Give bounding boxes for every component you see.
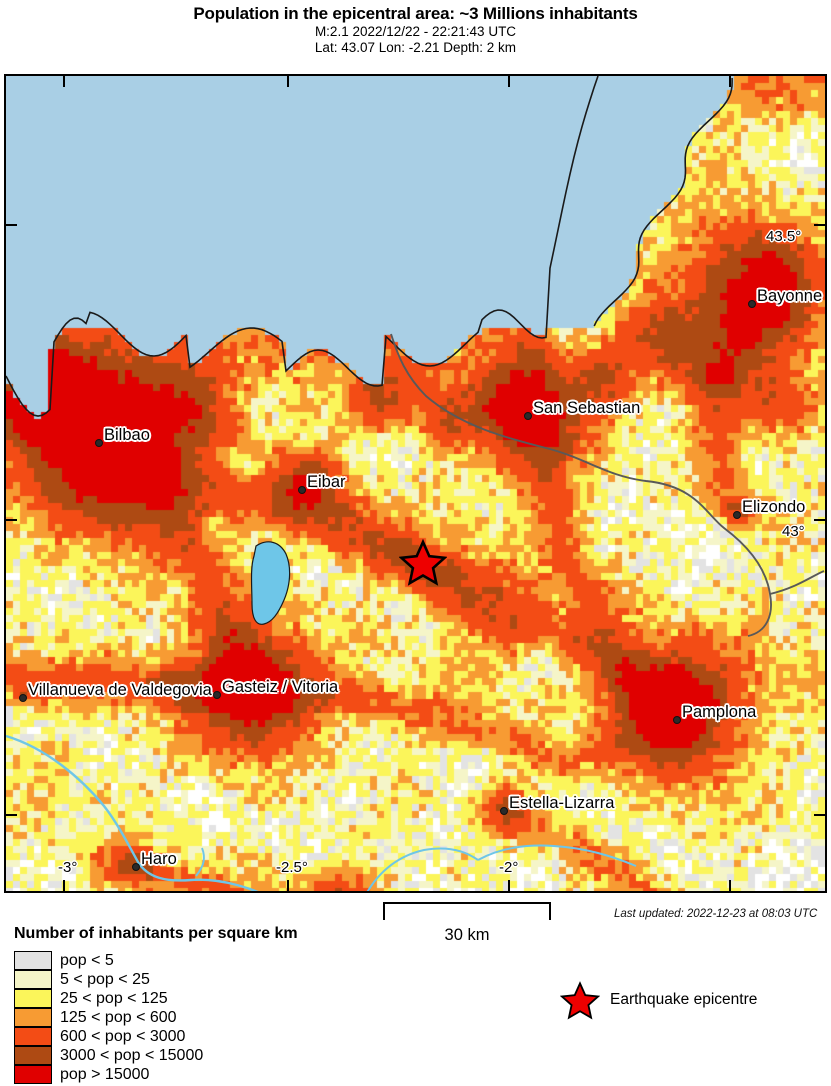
graticule-tick [814,224,825,226]
city-name: Haro [141,850,177,868]
legend-row: 5 < pop < 25 [14,970,203,989]
graticule-label: -2.5° [276,859,308,876]
city-dot-icon [673,716,681,724]
legend-label: 125 < pop < 600 [60,1009,177,1026]
graticule-tick [6,814,17,816]
city-name: Bayonne [757,287,823,305]
event-location: Lat: 43.07 Lon: -2.21 Depth: 2 km [314,40,517,55]
graticule-tick [287,76,289,87]
graticule-label: -2° [499,859,519,876]
legend-label: 600 < pop < 3000 [60,1028,186,1045]
header: Population in the epicentral area: ~3 Mi… [0,0,831,56]
earthquake-epicentre-marker[interactable] [399,538,447,586]
graticule-tick [287,880,289,891]
coastline [6,76,599,417]
graticule-tick [814,519,825,521]
city-name: Estella-Lizarra [509,794,615,812]
city-dot-icon [733,511,741,519]
river-ebro [6,734,259,891]
legend-row: 125 < pop < 600 [14,1008,203,1027]
legend-row: pop > 15000 [14,1065,203,1084]
legend-swatch [14,1008,52,1027]
graticule-tick [729,880,731,891]
legend-title: Number of inhabitants per square km [14,925,298,942]
city-dot-icon [500,807,508,815]
epicentre-legend-label: Earthquake epicentre [610,991,758,1008]
epicentre-legend-star-icon [560,981,600,1020]
city-name: Pamplona [682,703,757,721]
city-name: San Sebastian [533,399,641,417]
epicentre-legend: Earthquake epicentre [560,980,757,1020]
country-border [390,333,772,637]
legend-row: 25 < pop < 125 [14,989,203,1008]
graticule-tick [6,519,17,521]
graticule-label: -3° [58,859,78,876]
legend-label: pop > 15000 [60,1066,150,1083]
legend-swatch [14,1027,52,1046]
graticule-tick [729,76,731,87]
population-density-map[interactable]: -3° -2.5° -2° 43.5° 43° Bayonne San Sebastian… [4,74,827,893]
last-updated-text: Last updated: 2022-12-23 at 08:03 UTC [614,908,818,920]
graticule-tick [6,224,17,226]
scale-bar [383,902,551,924]
legend-swatch [14,970,52,989]
graticule-tick [508,880,510,891]
graticule-tick [508,76,510,87]
reservoir [250,541,291,625]
legend-label: pop < 5 [60,952,114,969]
city-name: Eibar [307,473,346,491]
legend-label: 25 < pop < 125 [60,990,168,1007]
city-dot-icon [132,863,140,871]
scale-bar-label: 30 km [444,926,490,944]
legend-swatch [14,1046,52,1065]
scale-bar-end-right [549,902,551,920]
map-vector-overlay [6,76,825,891]
graticule-label: 43° [782,523,805,540]
legend-list: pop < 5 5 < pop < 25 25 < pop < 125 125 < p… [14,951,203,1084]
graticule-label: 43.5° [766,228,802,245]
city-dot-icon [213,691,221,699]
legend-swatch [14,989,52,1008]
scale-bar-end-left [383,902,385,920]
city-name: Gasteiz / Vitoria [222,678,339,696]
legend-row: pop < 5 [14,951,203,970]
country-border-east [769,570,825,595]
event-magnitude-time: M:2.1 2022/12/22 - 22:21:43 UTC [314,24,517,39]
scale-bar-line [383,902,551,904]
city-dot-icon [19,694,27,702]
city-dot-icon [95,439,103,447]
city-name: Bilbao [104,426,150,444]
city-dot-icon [298,486,306,494]
city-name: Elizondo [742,498,806,516]
legend-swatch [14,951,52,970]
river-tributary-3 [477,844,637,867]
city-dot-icon [748,300,756,308]
legend-swatch [14,1065,52,1084]
population-raster [6,76,825,891]
river-tributary-2 [366,847,479,891]
legend-label: 5 < pop < 25 [60,971,150,988]
graticule-tick [63,76,65,87]
graticule-tick [814,814,825,816]
legend-label: 3000 < pop < 15000 [60,1047,204,1064]
legend-row: 600 < pop < 3000 [14,1027,203,1046]
city-dot-icon [524,412,532,420]
legend-row: 3000 < pop < 15000 [14,1046,203,1065]
river-tributary-1 [195,847,205,877]
coastline-northeast [593,78,733,327]
graticule-tick [63,880,65,891]
city-name: Villanueva de Valdegovia [28,681,212,699]
page-title: Population in the epicentral area: ~3 Mi… [193,4,638,23]
